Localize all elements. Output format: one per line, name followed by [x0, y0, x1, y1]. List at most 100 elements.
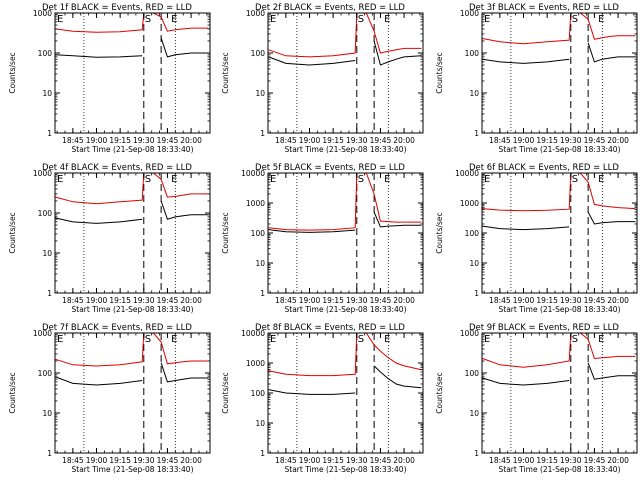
- x-tick-label: 19:45: [157, 456, 179, 465]
- x-tick-label: 19:30: [346, 456, 368, 465]
- series-lld: [482, 12, 636, 45]
- series-lld: [55, 332, 209, 367]
- x-tick-label: 20:00: [393, 136, 415, 145]
- y-tick-label: 10000: [241, 169, 265, 178]
- y-axis-label: Counts/sec: [221, 372, 230, 413]
- x-tick-label: 20:00: [180, 296, 202, 305]
- marker-s: S: [145, 174, 151, 185]
- marker-e-left: E: [484, 14, 490, 25]
- marker-e-right: E: [384, 14, 390, 25]
- x-tick-label: 19:45: [370, 136, 392, 145]
- x-tick-label: 18:45: [489, 136, 511, 145]
- x-tick-label: 19:15: [109, 296, 131, 305]
- marker-s: S: [145, 14, 151, 25]
- marker-e-right: E: [598, 14, 604, 25]
- y-tick-label: 10: [469, 89, 479, 98]
- y-axis-label: Counts/sec: [435, 372, 444, 413]
- panel-det-9: Det 9f BLACK = Events, RED = LLD 1 10 100 10…: [435, 323, 638, 474]
- x-tick-label: 19:00: [299, 136, 321, 145]
- plot-frame: [481, 172, 638, 294]
- x-tick-label: 19:15: [536, 296, 558, 305]
- y-tick-label: 1: [47, 129, 52, 138]
- plot-frame: [267, 172, 424, 294]
- y-tick-label: 10: [255, 419, 265, 428]
- x-tick-label: 19:30: [346, 136, 368, 145]
- series-events: [268, 365, 422, 395]
- panel-title: Det 8f BLACK = Events, RED = LLD: [255, 323, 405, 333]
- y-axis-label: Counts/sec: [435, 52, 444, 93]
- x-axis-label: Start Time (21-Sep-08 18:33:40): [499, 145, 621, 154]
- x-tick-label: 18:45: [275, 296, 297, 305]
- x-axis-label: Start Time (21-Sep-08 18:33:40): [72, 305, 194, 314]
- x-tick-label: 19:00: [299, 296, 321, 305]
- marker-e-left: E: [484, 174, 490, 185]
- marker-e-left: E: [57, 174, 63, 185]
- x-axis-label: Start Time (21-Sep-08 18:33:40): [72, 145, 194, 154]
- x-tick-label: 19:45: [584, 136, 606, 145]
- x-tick-label: 20:00: [607, 456, 629, 465]
- y-tick-label: 1: [47, 289, 52, 298]
- y-axis-label: Counts/sec: [8, 212, 17, 253]
- x-tick-label: 19:00: [513, 136, 535, 145]
- x-tick-label: 19:30: [560, 456, 582, 465]
- x-tick-label: 20:00: [393, 296, 415, 305]
- plot-frame: [267, 12, 424, 134]
- y-tick-label: 10000: [241, 329, 265, 338]
- x-tick-label: 19:00: [86, 136, 108, 145]
- x-tick-label: 19:30: [133, 456, 155, 465]
- y-tick-label: 10: [255, 259, 265, 268]
- plot-frame: [54, 332, 211, 454]
- panel-title: Det 2f BLACK = Events, RED = LLD: [255, 3, 405, 13]
- series-events: [482, 42, 636, 64]
- y-axis-label: Counts/sec: [8, 372, 17, 413]
- y-tick-label: 10000: [455, 169, 479, 178]
- x-tick-label: 20:00: [607, 296, 629, 305]
- y-tick-label: 10: [42, 89, 52, 98]
- series-lld: [268, 12, 422, 58]
- panel-title: Det 5f BLACK = Events, RED = LLD: [255, 163, 405, 173]
- x-tick-label: 18:45: [62, 136, 84, 145]
- y-axis-label: Counts/sec: [221, 212, 230, 253]
- x-tick-label: 19:30: [133, 136, 155, 145]
- panel-det-1: Det 1f BLACK = Events, RED = LLD 1 10 100 10…: [8, 3, 211, 154]
- marker-e-right: E: [598, 334, 604, 345]
- y-tick-label: 1: [474, 449, 479, 458]
- y-tick-label: 10: [469, 259, 479, 268]
- marker-e-left: E: [270, 14, 276, 25]
- series-events: [268, 211, 422, 233]
- panel-title: Det 6f BLACK = Events, RED = LLD: [469, 163, 619, 173]
- x-tick-label: 19:00: [299, 456, 321, 465]
- x-tick-label: 20:00: [180, 456, 202, 465]
- series-lld: [482, 172, 636, 212]
- marker-e-left: E: [484, 334, 490, 345]
- y-tick-label: 1: [260, 129, 265, 138]
- series-events: [482, 362, 636, 386]
- y-tick-label: 10: [42, 409, 52, 418]
- y-tick-label: 100: [465, 49, 480, 58]
- series-events: [55, 37, 209, 58]
- y-tick-label: 1000: [33, 9, 52, 18]
- x-tick-label: 19:00: [513, 296, 535, 305]
- x-tick-label: 19:45: [370, 296, 392, 305]
- x-tick-label: 19:30: [133, 296, 155, 305]
- marker-e-left: E: [270, 334, 276, 345]
- x-tick-label: 19:30: [346, 296, 368, 305]
- series-lld: [55, 172, 209, 205]
- x-tick-label: 19:15: [322, 456, 344, 465]
- marker-e-right: E: [598, 174, 604, 185]
- marker-e-left: E: [57, 14, 63, 25]
- panel-title: Det 9f BLACK = Events, RED = LLD: [469, 323, 619, 333]
- x-axis-label: Start Time (21-Sep-08 18:33:40): [499, 465, 621, 474]
- x-tick-label: 20:00: [393, 456, 415, 465]
- x-tick-label: 19:30: [560, 296, 582, 305]
- y-tick-label: 100: [465, 229, 480, 238]
- y-tick-label: 1000: [246, 9, 265, 18]
- y-axis-label: Counts/sec: [435, 212, 444, 253]
- y-tick-label: 10: [255, 89, 265, 98]
- marker-e-right: E: [171, 174, 177, 185]
- panel-title: Det 7f BLACK = Events, RED = LLD: [42, 323, 192, 333]
- marker-e-left: E: [57, 334, 63, 345]
- y-tick-label: 1000: [33, 169, 52, 178]
- y-tick-label: 1000: [460, 199, 479, 208]
